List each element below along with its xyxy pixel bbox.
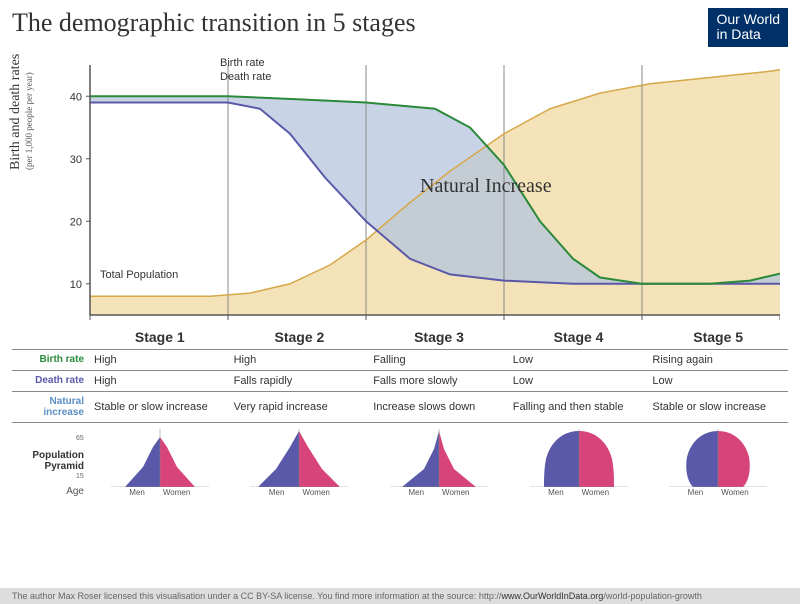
- pyramid-cells: 6515MenWomenMenWomenMenWomenMenWomenMenW…: [90, 429, 788, 497]
- y-tick-label: 40: [70, 91, 82, 103]
- men-label: Men: [688, 488, 704, 497]
- table-cell: High: [90, 354, 230, 366]
- table-cell: Falls more slowly: [369, 375, 509, 387]
- table-cell: Stable or slow increase: [648, 401, 788, 413]
- page-title: The demographic transition in 5 stages: [12, 8, 416, 38]
- men-label: Men: [408, 488, 424, 497]
- row-cells: Stable or slow increaseVery rapid increa…: [90, 401, 788, 413]
- table-cell: Low: [648, 375, 788, 387]
- pyramid-title: Population Pyramid: [12, 450, 84, 472]
- table-cell: High: [90, 375, 230, 387]
- men-label: Men: [269, 488, 285, 497]
- natural-increase-label: Natural Increase: [420, 175, 552, 198]
- pyramid-women: [439, 431, 476, 487]
- pyramid-svg: [244, 429, 354, 487]
- pyramid-men: [544, 431, 579, 487]
- table-cell: Falling and then stable: [509, 401, 649, 413]
- pyramid-cell: 6515MenWomen: [90, 429, 230, 497]
- women-label: Women: [582, 488, 609, 497]
- pyramid-men: [686, 431, 718, 487]
- stage-label: Stage 2: [230, 329, 370, 345]
- row-label: Birth rate: [12, 354, 90, 365]
- pyramid-cell: Men Women: [230, 429, 370, 497]
- table-row: Death rateHighFalls rapidlyFalls more sl…: [12, 370, 788, 391]
- table-cell: Falls rapidly: [230, 375, 370, 387]
- footer: The author Max Roser licensed this visua…: [0, 588, 800, 604]
- stage-label: Stage 5: [648, 329, 788, 345]
- row-cells: HighFalls rapidlyFalls more slowlyLowLow: [90, 375, 788, 387]
- owid-logo: Our World in Data: [708, 8, 788, 47]
- pyramid-svg: [105, 429, 215, 487]
- row-label: Death rate: [12, 375, 90, 386]
- table-cell: Very rapid increase: [230, 401, 370, 413]
- table-cell: High: [230, 354, 370, 366]
- logo-line2: in Data: [716, 26, 760, 42]
- table-cell: Low: [509, 375, 649, 387]
- pyramid-svg: [663, 429, 773, 487]
- pyramid-svg: [384, 429, 494, 487]
- pyramid-svg: [524, 429, 634, 487]
- pyramid-men: [125, 437, 160, 487]
- y-tick-label: 20: [70, 216, 82, 228]
- women-label: Women: [302, 488, 329, 497]
- mw-labels: Men Women: [230, 488, 370, 497]
- men-label: Men: [129, 488, 145, 497]
- table-cell: Stable or slow increase: [90, 401, 230, 413]
- population-label: Total Population: [100, 269, 178, 281]
- pyramid-men: [258, 431, 299, 487]
- pyramid-men: [402, 431, 439, 487]
- row-cells: HighHighFallingLowRising again: [90, 354, 788, 366]
- birth-rate-label: Birth rate: [220, 57, 265, 69]
- y-tick-label: 30: [70, 154, 82, 166]
- stage-labels: Stage 1Stage 2Stage 3Stage 4Stage 5: [90, 329, 788, 345]
- table-cell: Increase slows down: [369, 401, 509, 413]
- mw-labels: Men Women: [509, 488, 649, 497]
- pyramid-row: Population Pyramid Age 6515MenWomenMenWo…: [12, 429, 788, 497]
- footer-text-a: The author Max Roser licensed this visua…: [12, 591, 501, 601]
- table-row: Birth rateHighHighFallingLowRising again: [12, 349, 788, 370]
- mw-labels: Men Women: [90, 488, 230, 497]
- pyramid-women: [160, 437, 195, 487]
- info-table: Birth rateHighHighFallingLowRising again…: [12, 349, 788, 423]
- header: The demographic transition in 5 stages O…: [0, 0, 800, 47]
- pyramid-women: [299, 431, 340, 487]
- table-cell: Rising again: [648, 354, 788, 366]
- pyramid-women: [718, 431, 750, 487]
- pyramid-cell: Men Women: [648, 429, 788, 497]
- table-row: Natural increaseStable or slow increaseV…: [12, 391, 788, 423]
- pyramid-cell: Men Women: [509, 429, 649, 497]
- logo-line1: Our World: [716, 11, 780, 27]
- stage-label: Stage 4: [509, 329, 649, 345]
- mw-labels: Men Women: [369, 488, 509, 497]
- y-axis-label: Birth and death rates (per 1,000 people …: [8, 54, 34, 170]
- y-tick-label: 10: [70, 279, 82, 291]
- pyramid-cell: Men Women: [369, 429, 509, 497]
- men-label: Men: [548, 488, 564, 497]
- women-label: Women: [442, 488, 469, 497]
- pyramid-women: [579, 431, 614, 487]
- row-label: Natural increase: [12, 396, 90, 418]
- footer-text-b: /world-population-growth: [603, 591, 702, 601]
- stage-label: Stage 3: [369, 329, 509, 345]
- women-label: Women: [721, 488, 748, 497]
- women-label: Women: [163, 488, 190, 497]
- death-rate-label: Death rate: [220, 71, 271, 83]
- mw-labels: Men Women: [648, 488, 788, 497]
- table-cell: Low: [509, 354, 649, 366]
- table-cell: Falling: [369, 354, 509, 366]
- pyramid-age-label: Age: [66, 486, 84, 497]
- main-chart: 10 20 30 40 Birth rate Death rate Total Pop…: [60, 55, 788, 325]
- footer-url: www.OurWorldInData.org: [501, 591, 603, 601]
- stage-label: Stage 1: [90, 329, 230, 345]
